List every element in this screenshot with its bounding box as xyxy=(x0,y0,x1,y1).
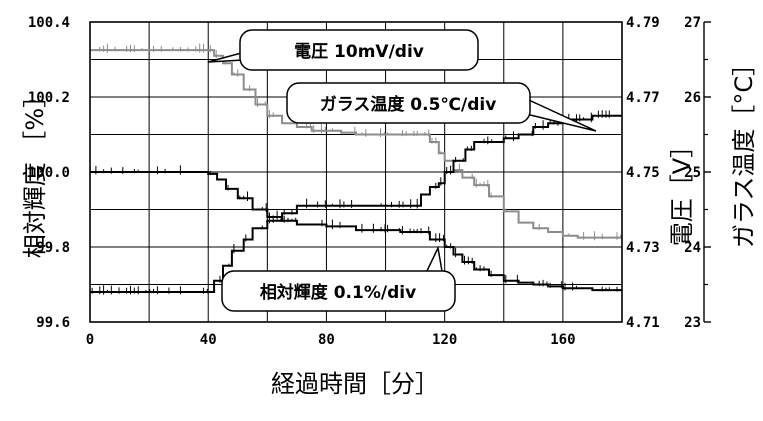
callout-label: 相対輝度 0.1%/div xyxy=(260,282,416,303)
voltage-tick-label: 4.71 xyxy=(626,315,660,331)
series-noise-1 xyxy=(99,43,622,241)
x-tick-label: 80 xyxy=(318,332,335,348)
x-tick-label: 160 xyxy=(550,332,575,348)
x-axis-title: 経過時間［分］ xyxy=(271,370,439,398)
luminance-tick-label: 100.4 xyxy=(28,15,70,31)
luminance-axis-title: 相対輝度 ［%］ xyxy=(21,84,49,258)
temperature-tick-label: 25 xyxy=(684,165,701,181)
temperature-tick-label: 23 xyxy=(684,315,701,331)
plot-frame xyxy=(89,21,623,323)
voltage-tick-labels: 4.71 4.73 4.75 4.77 4.79 xyxy=(626,15,660,331)
callout-box xyxy=(286,82,531,124)
x-tick-labels: 0 40 80 120 160 xyxy=(86,332,576,348)
series-group xyxy=(90,43,622,295)
temperature-axis: 23 24 25 26 27 xyxy=(684,15,711,331)
voltage-axis-title: 電圧［V］ xyxy=(668,134,696,246)
voltage-tick-label: 4.75 xyxy=(626,165,660,181)
voltage-tick-label: 4.79 xyxy=(626,15,660,31)
temperature-tick-label: 27 xyxy=(684,15,701,31)
series-line-3 xyxy=(90,171,622,292)
callouts: 電圧 10mV/div ガラス温度 0.5℃/div 相対輝度 0.1%/div xyxy=(207,29,597,312)
callout-box xyxy=(239,29,479,71)
callout-label: ガラス温度 0.5℃/div xyxy=(320,94,497,115)
callout-box xyxy=(221,270,456,312)
x-tick-label: 40 xyxy=(200,332,217,348)
luminance-tick-labels: 99.6 99.8 100.0 100.2 100.4 xyxy=(28,15,70,331)
temperature-tick-label: 24 xyxy=(684,240,701,256)
luminance-tick-label: 99.8 xyxy=(36,240,70,256)
luminance-tick-label: 100.2 xyxy=(28,90,70,106)
luminance-tick-label: 100.0 xyxy=(28,165,70,181)
callout-label: 電圧 10mV/div xyxy=(294,42,424,62)
x-tick-label: 120 xyxy=(432,332,457,348)
voltage-tick-label: 4.73 xyxy=(626,240,660,256)
temperature-axis-title: ガラス温度［°C］ xyxy=(730,52,758,248)
series-noise-2 xyxy=(91,110,610,295)
luminance-tick-label: 99.6 xyxy=(36,315,70,331)
voltage-tick-label: 4.77 xyxy=(626,90,660,106)
temperature-tick-label: 26 xyxy=(684,90,701,106)
series-noise-3 xyxy=(95,165,618,292)
x-tick-label: 0 xyxy=(86,332,94,348)
series-line-2 xyxy=(90,114,622,293)
